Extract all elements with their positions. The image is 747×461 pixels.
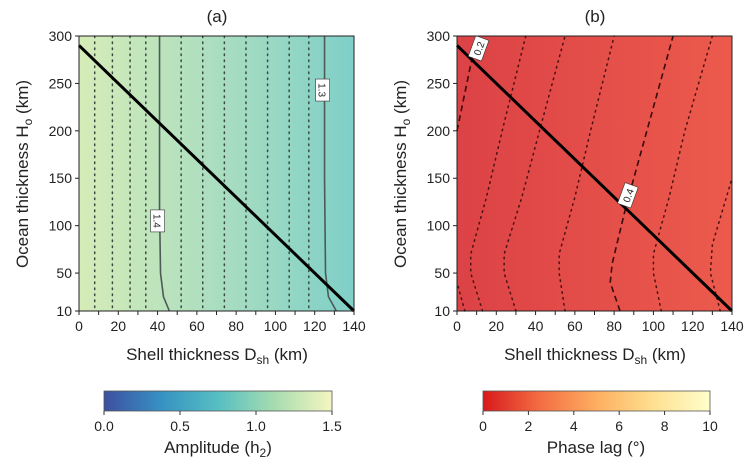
y-tick-label: 150 bbox=[427, 170, 451, 186]
x-tick-label: 120 bbox=[303, 318, 327, 334]
colorbar-tick-label: 0.0 bbox=[94, 418, 114, 434]
colorbar-tick-label: 0 bbox=[479, 418, 487, 434]
svg-text:1.3: 1.3 bbox=[316, 83, 327, 97]
x-tick-label: 120 bbox=[681, 318, 705, 334]
panel-a-y-axis: 10 50 100 150 200 250 300 bbox=[49, 28, 79, 319]
colorbar-tick-label: 1.5 bbox=[322, 418, 342, 434]
colorbar-tick-label: 6 bbox=[615, 418, 623, 434]
y-tick-label: 200 bbox=[49, 123, 73, 139]
x-tick-label: 80 bbox=[228, 318, 244, 334]
y-tick-label: 100 bbox=[49, 218, 73, 234]
y-tick-label: 200 bbox=[427, 123, 451, 139]
panel-a-colorbar-ticks: 0.0 0.5 1.0 1.5 bbox=[94, 411, 342, 434]
contour-label: 1.3 bbox=[315, 78, 330, 102]
panel-a-colorbar: 0.0 0.5 1.0 1.5 Amplitude (h2) bbox=[94, 390, 342, 460]
panel-a-ylabel: Ocean thickness Ho (km) bbox=[13, 80, 35, 268]
panel-b-x-axis: 0 20 40 60 80 100 120 140 bbox=[453, 311, 744, 334]
y-tick-label: 10 bbox=[56, 303, 72, 319]
colorbar-tick-label: 8 bbox=[661, 418, 669, 434]
y-tick-label: 10 bbox=[434, 303, 450, 319]
contour-line bbox=[609, 35, 674, 312]
panel-a-colorbar-label: Amplitude (h2) bbox=[164, 438, 272, 460]
dotted-contour bbox=[709, 177, 733, 312]
panel-b-regime-line bbox=[455, 44, 734, 313]
dotted-contour bbox=[456, 281, 466, 312]
panel-a-title: (a) bbox=[207, 7, 228, 26]
panel-a-plot-area: 1.4 1.3 bbox=[77, 35, 356, 313]
dotted-contour bbox=[558, 35, 615, 312]
panel-b-colorbar-label: Phase lag (°) bbox=[547, 438, 645, 457]
colorbar-tick-label: 10 bbox=[702, 418, 718, 434]
y-tick-label: 250 bbox=[49, 75, 73, 91]
panel-b-xlabel: Shell thickness Dsh (km) bbox=[504, 345, 686, 367]
x-tick-label: 40 bbox=[150, 318, 166, 334]
panel-b-contour-labels: 0.2 0.4 bbox=[467, 35, 639, 209]
contour-label: 1.4 bbox=[150, 209, 165, 233]
panel-a-regime-line bbox=[77, 44, 356, 313]
x-tick-label: 140 bbox=[342, 318, 366, 334]
panel-b-dotted-contours bbox=[456, 35, 733, 312]
panel-a: (a) 1.4 1.3 0 20 40 60 80 100 120 140 10 50 100 150… bbox=[13, 7, 366, 460]
x-tick-label: 20 bbox=[110, 318, 126, 334]
colorbar-tick-label: 4 bbox=[570, 418, 578, 434]
colorbar-tick-label: 0.5 bbox=[170, 418, 190, 434]
x-tick-label: 60 bbox=[567, 318, 583, 334]
panel-b: (b) 0.20.4 0 20 40 60 80 100 120 140 1050100150… bbox=[391, 7, 744, 457]
contour-label: 0.4 bbox=[617, 182, 639, 209]
panel-b-plot-area: 0.2 0.4 bbox=[455, 35, 734, 313]
panel-b-y-axis: 10 50 100 150 200 250 300 bbox=[427, 28, 457, 319]
svg-text:1.4: 1.4 bbox=[151, 214, 162, 228]
panel-b-colorbar-bar bbox=[482, 390, 711, 412]
x-tick-label: 100 bbox=[642, 318, 666, 334]
panel-a-contour-labels: 1.4 1.3 bbox=[150, 78, 330, 233]
x-tick-label: 0 bbox=[75, 318, 83, 334]
colorbar-tick-label: 2 bbox=[525, 418, 533, 434]
panel-a-dotted-contours bbox=[93, 35, 310, 312]
contour-label: 0.2 bbox=[467, 35, 490, 62]
svg-text:0.2: 0.2 bbox=[472, 40, 487, 57]
panel-b-title: (b) bbox=[585, 7, 606, 26]
panel-b-colorbar-ticks: 0 2 4 6 8 10 bbox=[479, 411, 718, 434]
contour-line bbox=[323, 36, 338, 312]
x-tick-label: 40 bbox=[528, 318, 544, 334]
x-tick-label: 60 bbox=[189, 318, 205, 334]
panel-b-ylabel: Ocean thickness Ho (km) bbox=[391, 80, 413, 268]
y-tick-label: 150 bbox=[49, 170, 73, 186]
panel-a-colorbar-bar bbox=[103, 390, 333, 412]
y-tick-label: 250 bbox=[427, 75, 451, 91]
y-tick-label: 300 bbox=[49, 28, 73, 44]
panel-b-colorbar: 0 2 4 6 8 10 Phase lag (°) bbox=[479, 390, 718, 457]
svg-text:0.4: 0.4 bbox=[622, 187, 637, 204]
x-tick-label: 140 bbox=[720, 318, 744, 334]
y-tick-label: 100 bbox=[427, 218, 451, 234]
x-tick-label: 0 bbox=[453, 318, 461, 334]
x-tick-label: 80 bbox=[606, 318, 622, 334]
panel-a-xlabel: Shell thickness Dsh (km) bbox=[126, 345, 308, 367]
y-tick-label: 50 bbox=[56, 265, 72, 281]
panel-a-contours bbox=[158, 36, 338, 312]
contour-line bbox=[158, 36, 171, 312]
y-tick-label: 50 bbox=[434, 265, 450, 281]
panel-a-x-axis: 0 20 40 60 80 100 120 140 bbox=[75, 311, 366, 334]
x-tick-label: 100 bbox=[264, 318, 288, 334]
x-tick-label: 20 bbox=[488, 318, 504, 334]
colorbar-tick-label: 1.0 bbox=[246, 418, 266, 434]
y-tick-label: 300 bbox=[427, 28, 451, 44]
dotted-contour bbox=[503, 35, 566, 312]
